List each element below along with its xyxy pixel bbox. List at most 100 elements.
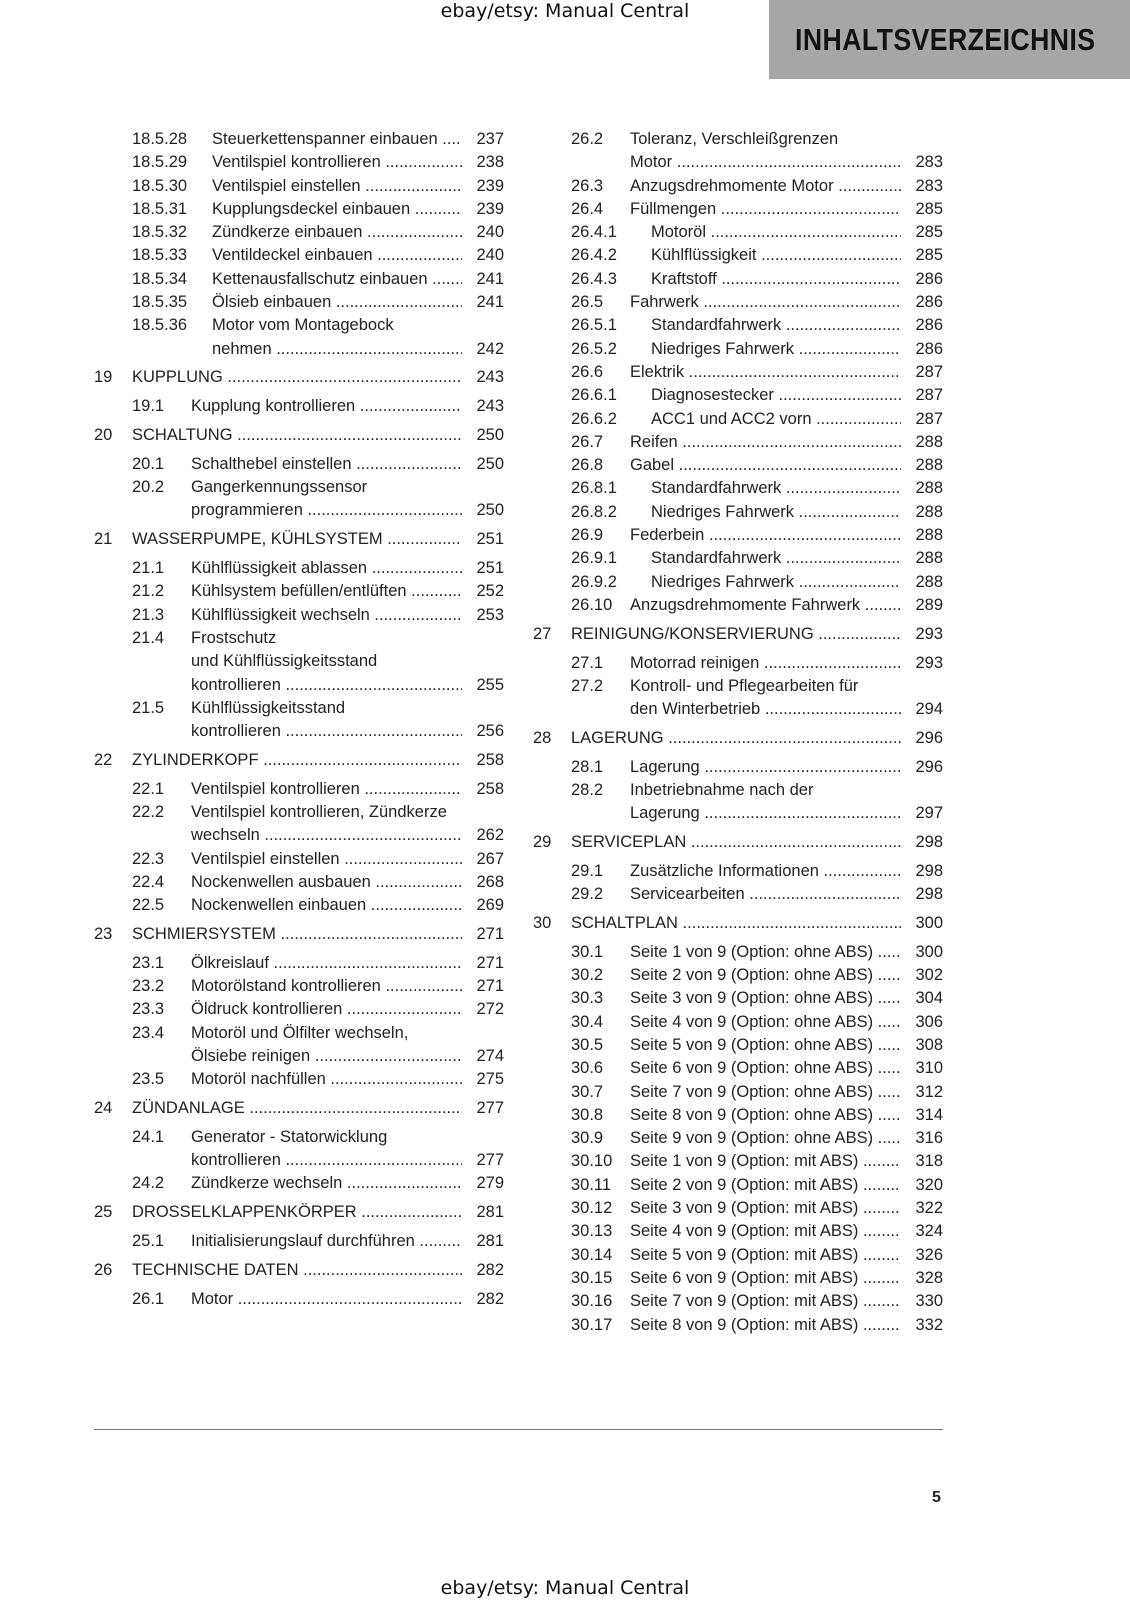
toc-entry-section[interactable]: 23.4 Motoröl und Ölfilter wechseln, Ölsieb…	[94, 1022, 504, 1069]
toc-entry-number: 22.2	[132, 803, 165, 822]
toc-entry-section[interactable]: 24.2 Zündkerze wechseln 279	[94, 1172, 504, 1195]
toc-entry-chapter[interactable]: 30 SCHALTPLAN 300	[533, 912, 943, 935]
toc-entry-section[interactable]: 29.1 Zusätzliche Informationen 298	[533, 860, 943, 883]
toc-entry-section[interactable]: 30.9 Seite 9 von 9 (Option: ohne ABS) 316	[533, 1127, 943, 1150]
toc-entry-chapter[interactable]: 19 KUPPLUNG 243	[94, 366, 504, 389]
toc-entry-section[interactable]: 23.2 Motorölstand kontrollieren 271	[94, 975, 504, 998]
toc-entry-sub[interactable]: 26.8.2 Niedriges Fahrwerk 288	[533, 501, 943, 524]
toc-entry-section[interactable]: 23.3 Öldruck kontrollieren 272	[94, 998, 504, 1021]
toc-entry-sub[interactable]: 18.5.36 Motor vom Montagebock nehmen 242	[94, 314, 504, 361]
toc-entry-chapter[interactable]: 24 ZÜNDANLAGE 277	[94, 1097, 504, 1120]
toc-entry-section[interactable]: 30.2 Seite 2 von 9 (Option: ohne ABS) 302	[533, 964, 943, 987]
toc-entry-chapter[interactable]: 26 TECHNISCHE DATEN 282	[94, 1259, 504, 1282]
toc-entry-sub[interactable]: 18.5.30 Ventilspiel einstellen 239	[94, 175, 504, 198]
toc-entry-chapter[interactable]: 25 DROSSELKLAPPENKÖRPER 281	[94, 1201, 504, 1224]
toc-entry-number: 30.10	[571, 1152, 613, 1171]
toc-entry-section[interactable]: 20.1 Schalthebel einstellen 250	[94, 453, 504, 476]
toc-entry-section[interactable]: 27.2 Kontroll- und Pflegearbeiten für den …	[533, 675, 943, 722]
toc-entry-section[interactable]: 30.10 Seite 1 von 9 (Option: mit ABS) 318	[533, 1150, 943, 1173]
toc-entry-section[interactable]: 26.10 Anzugsdrehmomente Fahrwerk 289	[533, 594, 943, 617]
toc-entry-chapter[interactable]: 20 SCHALTUNG 250	[94, 424, 504, 447]
toc-entry-section[interactable]: 26.4 Füllmengen 285	[533, 198, 943, 221]
toc-entry-section[interactable]: 30.12 Seite 3 von 9 (Option: mit ABS) 322	[533, 1197, 943, 1220]
toc-entry-sub[interactable]: 26.4.3 Kraftstoff 286	[533, 268, 943, 291]
toc-entry-section[interactable]: 25.1 Initialisierungslauf durchführen 281	[94, 1230, 504, 1253]
toc-entry-section[interactable]: 21.3 Kühlflüssigkeit wechseln 253	[94, 604, 504, 627]
toc-entry-section[interactable]: 24.1 Generator - Statorwicklung kontrollie…	[94, 1126, 504, 1173]
toc-entry-section[interactable]: 30.16 Seite 7 von 9 (Option: mit ABS) 330	[533, 1290, 943, 1313]
toc-entry-section[interactable]: 23.5 Motoröl nachfüllen 275	[94, 1068, 504, 1091]
toc-entry-section[interactable]: 26.6 Elektrik 287	[533, 361, 943, 384]
toc-entry-sub[interactable]: 26.6.1 Diagnosestecker 287	[533, 384, 943, 407]
toc-entry-sub[interactable]: 18.5.33 Ventildeckel einbauen 240	[94, 244, 504, 267]
toc-entry-section[interactable]: 30.11 Seite 2 von 9 (Option: mit ABS) 320	[533, 1174, 943, 1197]
toc-entry-number: 27	[533, 624, 552, 643]
toc-entry-section[interactable]: 26.3 Anzugsdrehmomente Motor 283	[533, 175, 943, 198]
toc-entry-sub[interactable]: 26.9.2 Niedriges Fahrwerk 288	[533, 571, 943, 594]
toc-entry-page: 238	[476, 153, 504, 172]
toc-entry-sub[interactable]: 26.4.2 Kühlflüssigkeit 285	[533, 244, 943, 267]
toc-entry-section[interactable]: 30.3 Seite 3 von 9 (Option: ohne ABS) 304	[533, 987, 943, 1010]
toc-entry-section[interactable]: 26.9 Federbein 288	[533, 524, 943, 547]
toc-entry-chapter[interactable]: 21 WASSERPUMPE, KÜHLSYSTEM 251	[94, 528, 504, 551]
toc-entry-section[interactable]: 22.1 Ventilspiel kontrollieren 258	[94, 778, 504, 801]
toc-entry-section[interactable]: 26.1 Motor 282	[94, 1288, 504, 1311]
toc-entry-section[interactable]: 30.13 Seite 4 von 9 (Option: mit ABS) 324	[533, 1220, 943, 1243]
toc-entry-section[interactable]: 28.1 Lagerung 296	[533, 756, 943, 779]
toc-entry-section[interactable]: 29.2 Servicearbeiten 298	[533, 883, 943, 906]
toc-entry-section[interactable]: 21.2 Kühlsystem befüllen/entlüften 252	[94, 580, 504, 603]
toc-entry-section[interactable]: 28.2 Inbetriebnahme nach der Lagerung 297	[533, 779, 943, 826]
toc-entry-sub[interactable]: 26.6.2 ACC1 und ACC2 vorn 287	[533, 408, 943, 431]
toc-entry-number: 22.4	[132, 872, 165, 891]
toc-entry-section[interactable]: 30.17 Seite 8 von 9 (Option: mit ABS) 332	[533, 1314, 943, 1337]
toc-entry-number: 23.2	[132, 977, 165, 996]
toc-entry-section[interactable]: 30.8 Seite 8 von 9 (Option: ohne ABS) 314	[533, 1104, 943, 1127]
toc-entry-section[interactable]: 22.4 Nockenwellen ausbauen 268	[94, 871, 504, 894]
toc-entry-section[interactable]: 30.6 Seite 6 von 9 (Option: ohne ABS) 310	[533, 1057, 943, 1080]
toc-entry-section[interactable]: 26.5 Fahrwerk 286	[533, 291, 943, 314]
toc-entry-section[interactable]: 23.1 Ölkreislauf 271	[94, 952, 504, 975]
toc-entry-section[interactable]: 30.1 Seite 1 von 9 (Option: ohne ABS) 300	[533, 941, 943, 964]
toc-entry-sub[interactable]: 18.5.32 Zündkerze einbauen 240	[94, 221, 504, 244]
toc-entry-title: Zusätzliche Informationen	[630, 860, 901, 883]
toc-entry-sub[interactable]: 26.5.1 Standardfahrwerk 286	[533, 314, 943, 337]
toc-entry-section[interactable]: 26.2 Toleranz, Verschleißgrenzen Motor 283	[533, 128, 943, 175]
toc-entry-section[interactable]: 30.15 Seite 6 von 9 (Option: mit ABS) 328	[533, 1267, 943, 1290]
toc-entry-section[interactable]: 22.3 Ventilspiel einstellen 267	[94, 848, 504, 871]
toc-entry-sub[interactable]: 26.5.2 Niedriges Fahrwerk 286	[533, 338, 943, 361]
toc-entry-sub[interactable]: 26.8.1 Standardfahrwerk 288	[533, 477, 943, 500]
toc-entry-page: 277	[476, 1151, 504, 1170]
toc-entry-sub[interactable]: 18.5.31 Kupplungsdeckel einbauen 239	[94, 198, 504, 221]
toc-entry-number: 26.4.1	[571, 223, 617, 242]
toc-entry-chapter[interactable]: 27 REINIGUNG/KONSERVIERUNG 293	[533, 623, 943, 646]
toc-entry-section[interactable]: 21.4 Frostschutz und Kühlflüssigkeitsstand…	[94, 627, 504, 697]
toc-entry-section[interactable]: 30.4 Seite 4 von 9 (Option: ohne ABS) 306	[533, 1011, 943, 1034]
toc-entry-section[interactable]: 30.14 Seite 5 von 9 (Option: mit ABS) 326	[533, 1244, 943, 1267]
toc-entry-number: 24.2	[132, 1174, 165, 1193]
toc-entry-sub[interactable]: 18.5.29 Ventilspiel kontrollieren 238	[94, 151, 504, 174]
toc-entry-page: 296	[915, 757, 943, 776]
toc-entry-sub[interactable]: 26.4.1 Motoröl 285	[533, 221, 943, 244]
toc-entry-section[interactable]: 21.5 Kühlflüssigkeitsstand kontrollieren 25…	[94, 697, 504, 744]
toc-entry-sub[interactable]: 18.5.35 Ölsieb einbauen 241	[94, 291, 504, 314]
toc-entry-sub[interactable]: 18.5.34 Kettenausfallschutz einbauen 241	[94, 268, 504, 291]
toc-entry-section[interactable]: 27.1 Motorrad reinigen 293	[533, 652, 943, 675]
toc-entry-sub[interactable]: 18.5.28 Steuerkettenspanner einbauen 237	[94, 128, 504, 151]
toc-entry-number: 27.2	[571, 676, 604, 695]
toc-entry-page: 253	[476, 605, 504, 624]
toc-entry-section[interactable]: 19.1 Kupplung kontrollieren 243	[94, 395, 504, 418]
toc-entry-section[interactable]: 21.1 Kühlflüssigkeit ablassen 251	[94, 557, 504, 580]
toc-entry-section[interactable]: 20.2 Gangerkennungssensor programmieren 250	[94, 476, 504, 523]
toc-entry-section[interactable]: 22.5 Nockenwellen einbauen 269	[94, 894, 504, 917]
toc-entry-number: 30.16	[571, 1292, 613, 1311]
toc-entry-section[interactable]: 30.7 Seite 7 von 9 (Option: ohne ABS) 312	[533, 1081, 943, 1104]
toc-entry-section[interactable]: 26.8 Gabel 288	[533, 454, 943, 477]
toc-entry-chapter[interactable]: 28 LAGERUNG 296	[533, 727, 943, 750]
toc-entry-section[interactable]: 22.2 Ventilspiel kontrollieren, Zündkerze…	[94, 801, 504, 848]
toc-entry-chapter[interactable]: 22 ZYLINDERKOPF 258	[94, 749, 504, 772]
toc-entry-chapter[interactable]: 29 SERVICEPLAN 298	[533, 831, 943, 854]
toc-entry-sub[interactable]: 26.9.1 Standardfahrwerk 288	[533, 547, 943, 570]
toc-entry-section[interactable]: 26.7 Reifen 288	[533, 431, 943, 454]
toc-entry-section[interactable]: 30.5 Seite 5 von 9 (Option: ohne ABS) 308	[533, 1034, 943, 1057]
toc-entry-chapter[interactable]: 23 SCHMIERSYSTEM 271	[94, 923, 504, 946]
